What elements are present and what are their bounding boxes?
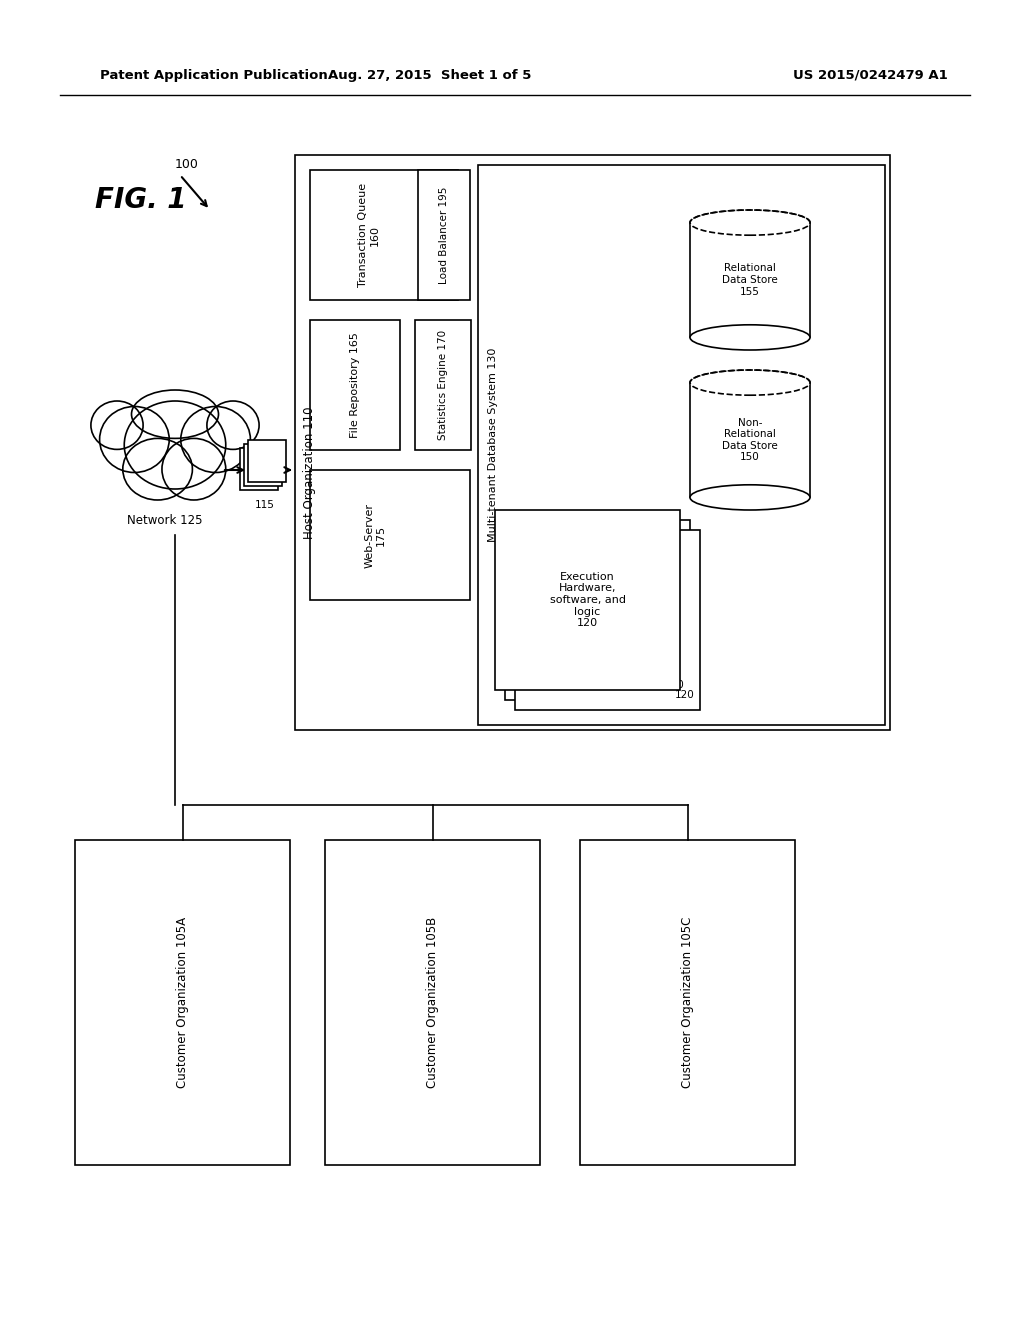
Text: Aug. 27, 2015  Sheet 1 of 5: Aug. 27, 2015 Sheet 1 of 5	[329, 69, 531, 82]
Text: US 2015/0242479 A1: US 2015/0242479 A1	[793, 69, 947, 82]
Ellipse shape	[91, 401, 143, 449]
Text: Customer Organization 105C: Customer Organization 105C	[681, 917, 694, 1088]
Bar	[418, 170, 470, 300]
Ellipse shape	[690, 370, 810, 395]
Text: Relational
Data Store
155: Relational Data Store 155	[722, 264, 778, 297]
Text: Non-
Relational
Data Store
150: Non- Relational Data Store 150	[722, 417, 778, 462]
Text: Customer Organization 105B: Customer Organization 105B	[426, 917, 439, 1088]
Bar	[325, 840, 540, 1166]
Bar	[244, 444, 282, 486]
Text: Load Balancer 195: Load Balancer 195	[439, 186, 449, 284]
Text: Web-Server
175: Web-Server 175	[365, 503, 386, 568]
Ellipse shape	[207, 401, 259, 449]
Bar	[478, 165, 885, 725]
Bar	[515, 531, 700, 710]
Text: Host Organization 110: Host Organization 110	[303, 407, 316, 539]
Bar	[248, 440, 286, 482]
Bar	[505, 520, 690, 700]
Ellipse shape	[124, 401, 225, 488]
Bar	[295, 154, 890, 730]
Bar	[240, 447, 278, 490]
Ellipse shape	[690, 210, 810, 235]
Ellipse shape	[99, 407, 169, 473]
Text: Statistics Engine 170: Statistics Engine 170	[438, 330, 449, 440]
Ellipse shape	[123, 438, 193, 500]
Text: 100: 100	[175, 158, 199, 172]
Ellipse shape	[690, 325, 810, 350]
Text: File Repository 165: File Repository 165	[350, 333, 360, 438]
Bar	[580, 840, 795, 1166]
Bar	[310, 470, 470, 601]
Bar	[495, 510, 680, 690]
Ellipse shape	[181, 407, 251, 473]
Text: 120: 120	[666, 680, 685, 690]
Bar	[310, 170, 458, 300]
Ellipse shape	[131, 389, 218, 438]
Ellipse shape	[690, 484, 810, 510]
Text: Multi-tenant Database System 130: Multi-tenant Database System 130	[488, 347, 498, 543]
Text: Customer Organization 105A: Customer Organization 105A	[176, 917, 189, 1088]
Text: Patent Application Publication: Patent Application Publication	[100, 69, 328, 82]
Text: Network 125: Network 125	[127, 513, 203, 527]
Text: Execution
Hardware,
software, and
logic
120: Execution Hardware, software, and logic …	[550, 572, 626, 628]
Bar	[75, 840, 290, 1166]
Ellipse shape	[162, 438, 225, 500]
Text: 120: 120	[675, 690, 695, 700]
Text: FIG. 1: FIG. 1	[95, 186, 186, 214]
Bar	[415, 319, 471, 450]
Bar	[310, 319, 400, 450]
Text: 115: 115	[255, 500, 274, 510]
Text: Transaction Queue
160: Transaction Queue 160	[358, 183, 380, 286]
